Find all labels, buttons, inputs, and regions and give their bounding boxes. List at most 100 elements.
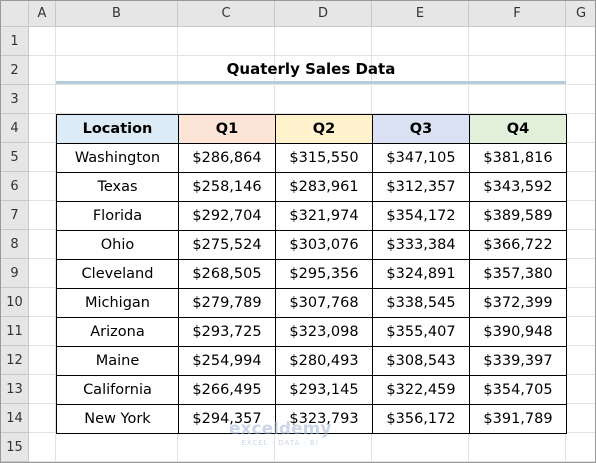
cell (566, 114, 595, 143)
cell (275, 85, 372, 114)
table-cell: $321,974 (275, 201, 373, 231)
cell (56, 56, 178, 85)
cell (56, 433, 178, 462)
cell (29, 143, 56, 172)
table-cell: $312,357 (372, 172, 470, 202)
cell (566, 27, 595, 56)
cell (566, 201, 595, 230)
column-header: B (56, 1, 178, 27)
row-header: 7 (1, 201, 29, 230)
row-header: 12 (1, 346, 29, 375)
row-header: 6 (1, 172, 29, 201)
cell (29, 346, 56, 375)
table-cell: $280,493 (275, 346, 373, 376)
row-header: 10 (1, 288, 29, 317)
table-cell: $268,505 (178, 259, 276, 289)
cell (29, 404, 56, 433)
sheet-title: Quaterly Sales Data (226, 60, 396, 78)
table-cell: $347,105 (372, 143, 470, 173)
cell (566, 230, 595, 259)
cell (56, 85, 178, 114)
table-header: Q4 (469, 114, 567, 144)
table-cell: $338,545 (372, 288, 470, 318)
row-header: 1 (1, 27, 29, 56)
cell (566, 259, 595, 288)
row-header: 8 (1, 230, 29, 259)
cell (178, 27, 275, 56)
row-header: 11 (1, 317, 29, 346)
row-header: 4 (1, 114, 29, 143)
cell (29, 259, 56, 288)
table-cell: $343,592 (469, 172, 567, 202)
cell (469, 56, 566, 85)
table-cell: $279,789 (178, 288, 276, 318)
table-cell: $303,076 (275, 230, 373, 260)
cell (29, 288, 56, 317)
cell (29, 114, 56, 143)
table-cell: $366,722 (469, 230, 567, 260)
table-header: Q2 (275, 114, 373, 144)
cell (275, 56, 372, 85)
cell (275, 27, 372, 56)
table-cell: $286,864 (178, 143, 276, 173)
cell (469, 85, 566, 114)
column-header: D (275, 1, 372, 27)
table-cell: $266,495 (178, 375, 276, 405)
table-cell: Texas (56, 172, 179, 202)
cell (178, 433, 275, 462)
cell (372, 27, 469, 56)
table-cell: $293,145 (275, 375, 373, 405)
cell (566, 346, 595, 375)
column-header: A (29, 1, 56, 27)
row-header: 9 (1, 259, 29, 288)
row-header: 14 (1, 404, 29, 433)
cell (29, 375, 56, 404)
column-header: F (469, 1, 566, 27)
cell (29, 172, 56, 201)
cell (372, 433, 469, 462)
table-cell: $275,524 (178, 230, 276, 260)
cell (29, 85, 56, 114)
corner (1, 1, 29, 27)
cell (372, 56, 469, 85)
cell (566, 375, 595, 404)
table-cell: $355,407 (372, 317, 470, 347)
table-cell: $354,172 (372, 201, 470, 231)
cell (566, 317, 595, 346)
cell (178, 56, 275, 85)
cell (566, 288, 595, 317)
table-cell: $323,098 (275, 317, 373, 347)
cell (469, 433, 566, 462)
cell (372, 85, 469, 114)
table-cell: $372,399 (469, 288, 567, 318)
table-cell: $254,994 (178, 346, 276, 376)
cell (29, 317, 56, 346)
cell (29, 230, 56, 259)
table-cell: $357,380 (469, 259, 567, 289)
row-header: 5 (1, 143, 29, 172)
watermark: exceldemy EXCEL · DATA · BI (229, 419, 331, 447)
table-cell: $356,172 (372, 404, 470, 434)
cell (56, 27, 178, 56)
table-cell: Florida (56, 201, 179, 231)
table-cell: $292,704 (178, 201, 276, 231)
table-cell: $391,789 (469, 404, 567, 434)
table-cell: $323,793 (275, 404, 373, 434)
table-cell: $307,768 (275, 288, 373, 318)
table-cell: $322,459 (372, 375, 470, 405)
table-cell: $283,961 (275, 172, 373, 202)
watermark-name: exceldemy (229, 419, 332, 439)
cell (29, 201, 56, 230)
row-header: 13 (1, 375, 29, 404)
cell (275, 433, 372, 462)
table-cell: Ohio (56, 230, 179, 260)
watermark-tagline: EXCEL · DATA · BI (241, 439, 319, 447)
row-header: 15 (1, 433, 29, 462)
title-underline (56, 81, 566, 84)
cell (29, 433, 56, 462)
table-cell: California (56, 375, 179, 405)
cell (29, 27, 56, 56)
table-cell: $308,543 (372, 346, 470, 376)
table-cell: $295,356 (275, 259, 373, 289)
table-header: Location (56, 114, 179, 144)
